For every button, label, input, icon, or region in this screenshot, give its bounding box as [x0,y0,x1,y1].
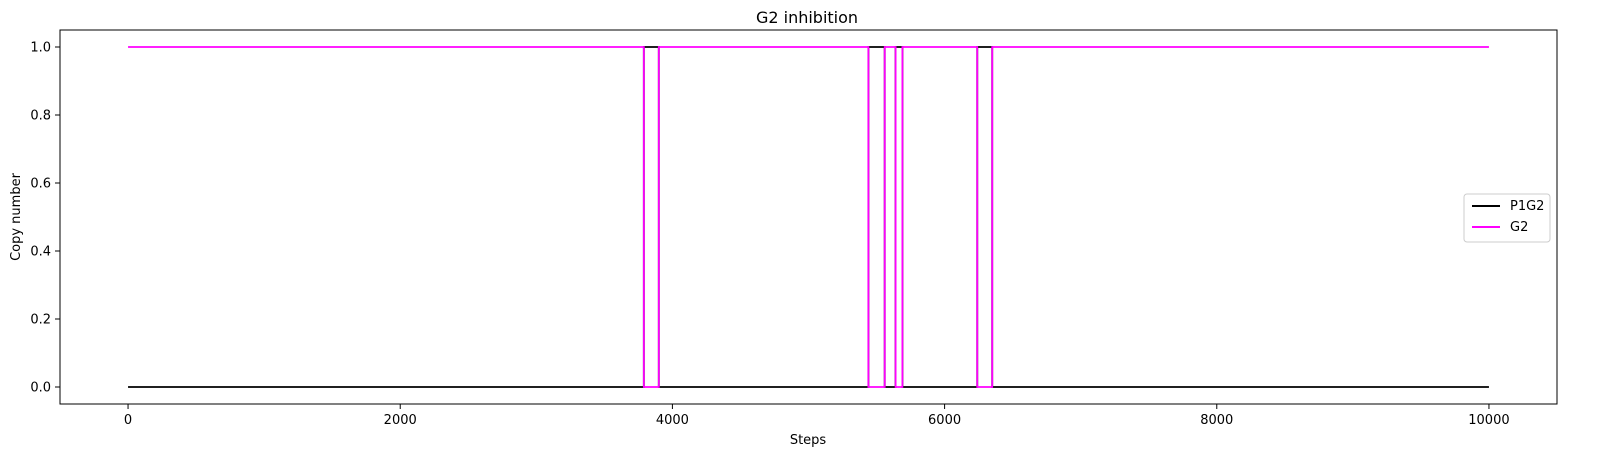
legend-label-g2: G2 [1510,220,1528,235]
y-axis-label: Copy number [9,172,24,261]
series-line-p1g2 [128,46,1489,388]
y-tick-label: 0.6 [30,177,51,192]
chart-title: G2 inhibition [756,8,858,27]
y-axis: 0.0 0.2 0.4 0.6 0.8 1.0 [30,41,60,396]
x-tick-label: 0 [124,413,132,428]
legend-label-p1g2: P1G2 [1510,199,1544,214]
x-axis: 0 2000 4000 6000 8000 10000 [124,404,1510,428]
y-tick-label: 1.0 [30,41,51,56]
x-axis-label: Steps [790,433,827,448]
x-tick-label: 6000 [928,413,961,428]
plot-frame [59,29,1558,405]
series-line-g2 [128,46,1489,388]
y-tick-label: 0.4 [30,245,51,260]
series-layer [128,46,1489,388]
y-tick-label: 0.2 [30,313,51,328]
legend: P1G2 G2 [1463,193,1551,243]
x-tick-label: 10000 [1468,413,1509,428]
x-tick-label: 4000 [656,413,689,428]
y-tick-label: 0.8 [30,109,51,124]
y-tick-label: 0.0 [30,381,51,396]
x-tick-label: 2000 [384,413,417,428]
x-tick-label: 8000 [1200,413,1233,428]
plot-area [60,30,1557,404]
